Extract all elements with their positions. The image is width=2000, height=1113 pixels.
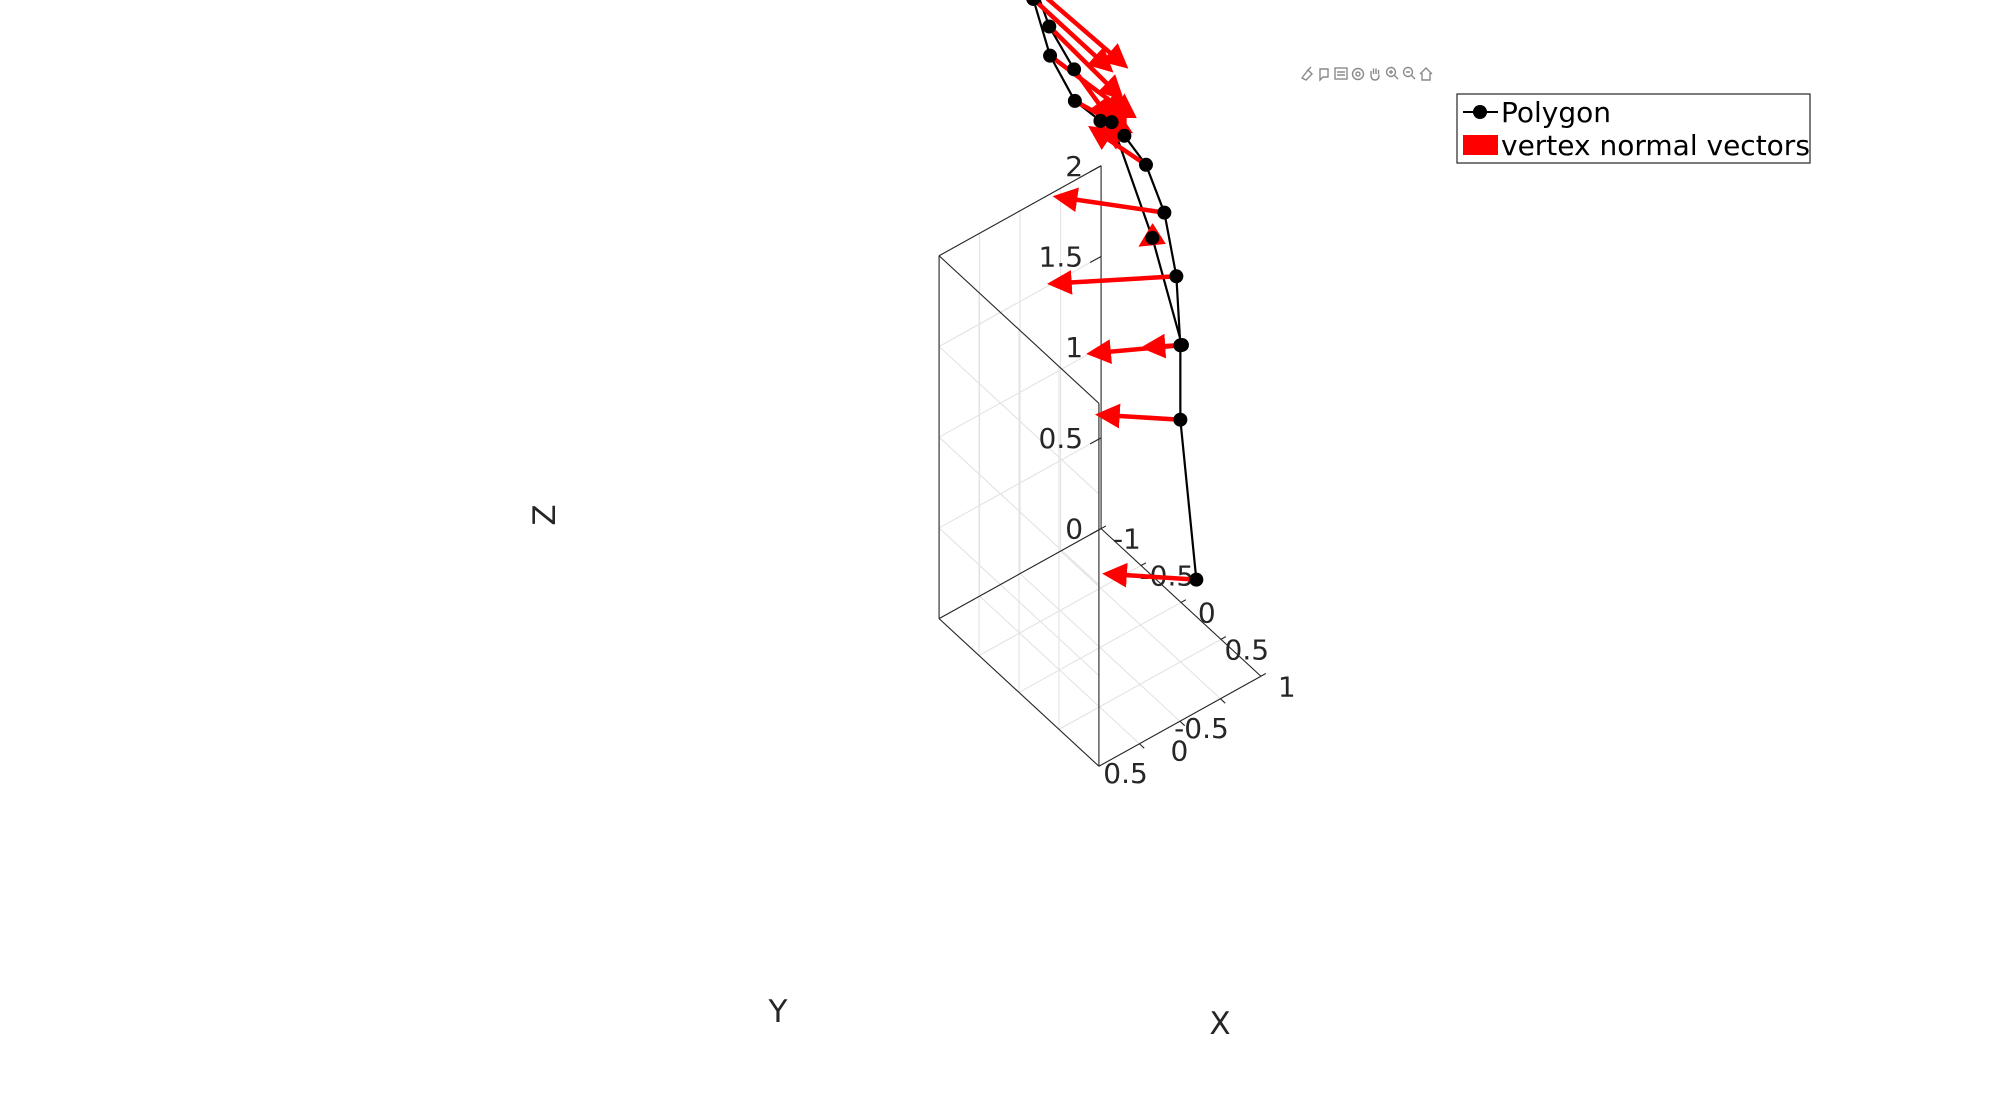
datatip-icon[interactable] — [1319, 68, 1329, 82]
legend-box — [1456, 93, 1811, 164]
y-tick-mark — [1139, 743, 1145, 749]
vertex-normal-arrow — [1031, 0, 1114, 73]
axes-box — [938, 165, 1262, 767]
legend-label-vertex-normals: vertex normal vectors — [1501, 129, 1810, 162]
y-tick-label: 0 — [1170, 735, 1188, 768]
polygon-vertex-marker — [1169, 269, 1184, 284]
legend-label-polygon: Polygon — [1501, 96, 1611, 129]
z-tick-label: 0 — [1065, 513, 1083, 546]
z-tick-mark — [1089, 165, 1102, 173]
z-tick-label: 1 — [1065, 331, 1083, 364]
vertex-normal-series — [1031, 0, 1197, 588]
polygon-vertex-marker — [1189, 572, 1204, 587]
polygon-vertex-marker — [1067, 93, 1082, 108]
grid-line-z-left — [938, 346, 1102, 438]
grid-line-z-right — [938, 527, 1100, 676]
grid-lines — [938, 165, 1262, 767]
polygon-vertex-marker — [1093, 113, 1108, 128]
vertex-normal-arrow — [1102, 562, 1197, 588]
rotate-icon[interactable] — [1351, 67, 1365, 81]
grid-line-y-floor — [1019, 573, 1181, 722]
grid-line-y-floor — [979, 595, 1140, 745]
x-tick-label: 1 — [1278, 670, 1296, 703]
x-tick-mark — [1140, 562, 1147, 567]
vertex-normal-arrow — [1072, 68, 1113, 124]
grid-line-z-right — [938, 436, 1100, 586]
x-tick-mark — [1100, 525, 1107, 530]
polygon-vertex-marker — [1117, 128, 1132, 143]
z-tick-label: 2 — [1065, 150, 1083, 183]
legend[interactable]: Polygon vertex normal vectors — [1456, 93, 1811, 164]
y-tick-mark — [1179, 720, 1186, 727]
zoom-out-icon[interactable] — [1402, 66, 1416, 80]
x-axis-label: X — [1209, 1006, 1230, 1042]
y-axis-label: Y — [768, 994, 788, 1030]
polygon-markers — [1026, 0, 1204, 587]
y-tick-label: -0.5 — [1174, 712, 1229, 745]
axes-box-edge — [938, 528, 1102, 620]
axes-box-edge — [938, 165, 1102, 257]
x-tick-mark — [1220, 636, 1227, 640]
x-tick-label: 0 — [1198, 597, 1216, 630]
zoom-in-icon[interactable] — [1385, 66, 1399, 80]
polygon-vertex-marker — [1104, 115, 1119, 130]
z-tick-label: 1.5 — [1039, 240, 1084, 273]
home-icon[interactable] — [1419, 67, 1433, 81]
y-tick-mark — [1220, 698, 1226, 704]
polygon-line — [1032, 0, 1198, 580]
plot-axes-3d[interactable]: -1-0.500.51-0.500.500.511.52 — [938, 0, 1296, 790]
legend-patch-swatch — [1463, 135, 1498, 155]
legend-marker-swatch — [1473, 105, 1487, 119]
polygon-vertex-marker — [1145, 230, 1160, 245]
polygon-vertex-marker — [1157, 205, 1172, 220]
grid-line-z-left — [938, 437, 1102, 529]
vertex-normal-arrow — [1046, 270, 1177, 295]
grid-line-y-floor — [1060, 550, 1221, 700]
vertex-normal-arrow — [1045, 0, 1129, 69]
vertex-normal-arrow — [1047, 24, 1125, 101]
x-tick-label: 0.5 — [1225, 633, 1270, 666]
x-tick-mark — [1260, 673, 1267, 677]
pan-icon[interactable] — [1370, 68, 1380, 81]
grid-line-z-right — [938, 346, 1100, 495]
x-tick-mark — [1180, 599, 1187, 603]
polygon-series — [1032, 0, 1198, 580]
polygon-vertex-marker — [1174, 337, 1189, 352]
polygon-vertex-marker — [1138, 157, 1153, 172]
polygon-vertex-marker — [1026, 0, 1041, 6]
z-tick-label: 0.5 — [1039, 422, 1084, 455]
z-tick-mark — [1089, 255, 1102, 263]
x-tick-label: -1 — [1113, 523, 1141, 556]
grid-line-z-left — [938, 255, 1102, 347]
polygon-vertex-marker — [1043, 48, 1058, 63]
brush-icon[interactable] — [1300, 66, 1313, 81]
z-axis-label: Z — [527, 504, 563, 525]
legend-entry-polygon[interactable]: Polygon — [1463, 96, 1611, 129]
legend-entry-vertex-normals[interactable]: vertex normal vectors — [1463, 129, 1810, 162]
y-tick-label: 0.5 — [1103, 757, 1148, 790]
legend-toggle-icon[interactable] — [1334, 67, 1348, 80]
axes-toolbar[interactable] — [1300, 66, 1433, 82]
axes-box-edge — [938, 618, 1100, 767]
vertex-normal-arrow — [1052, 187, 1165, 215]
tick-labels: -1-0.500.51-0.500.500.511.52 — [1039, 150, 1296, 790]
polygon-vertex-marker — [1042, 19, 1057, 34]
polygon-vertex-marker — [1173, 412, 1188, 427]
axes-box-edge — [938, 255, 1100, 404]
z-tick-mark — [1089, 437, 1102, 445]
vertex-normal-arrow — [1094, 403, 1181, 429]
polygon-vertex-marker — [1067, 62, 1082, 77]
z-tick-mark — [1089, 528, 1102, 536]
